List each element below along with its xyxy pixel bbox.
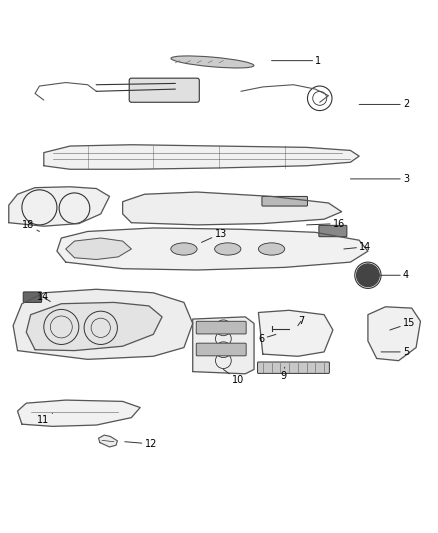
Text: 14: 14 <box>344 242 371 252</box>
Polygon shape <box>26 302 162 351</box>
Ellipse shape <box>215 243 241 255</box>
Polygon shape <box>258 310 333 356</box>
Circle shape <box>357 264 379 287</box>
Polygon shape <box>18 400 140 426</box>
Text: 15: 15 <box>390 318 415 330</box>
Text: 9: 9 <box>280 367 286 381</box>
Ellipse shape <box>258 243 285 255</box>
Text: 2: 2 <box>359 100 409 109</box>
Text: 11: 11 <box>37 413 53 425</box>
Polygon shape <box>123 192 342 225</box>
Text: 18: 18 <box>22 220 39 231</box>
Text: 14: 14 <box>37 292 50 302</box>
Text: 4: 4 <box>364 270 409 280</box>
Polygon shape <box>99 435 117 447</box>
Text: 1: 1 <box>272 55 321 66</box>
FancyBboxPatch shape <box>129 78 199 102</box>
FancyBboxPatch shape <box>23 292 42 302</box>
FancyBboxPatch shape <box>319 225 347 237</box>
Text: 6: 6 <box>258 334 276 344</box>
Polygon shape <box>193 317 254 374</box>
Ellipse shape <box>171 56 254 68</box>
Ellipse shape <box>171 243 197 255</box>
Polygon shape <box>9 187 110 226</box>
Text: 16: 16 <box>307 219 345 229</box>
FancyBboxPatch shape <box>262 197 307 206</box>
Text: 7: 7 <box>298 316 304 326</box>
FancyBboxPatch shape <box>196 321 246 334</box>
Text: 10: 10 <box>223 369 244 385</box>
Polygon shape <box>44 145 359 169</box>
Text: 12: 12 <box>125 439 157 449</box>
Polygon shape <box>57 228 368 270</box>
Text: 3: 3 <box>350 174 409 184</box>
FancyBboxPatch shape <box>258 362 329 374</box>
Text: 13: 13 <box>201 229 227 243</box>
Polygon shape <box>368 307 420 361</box>
Polygon shape <box>66 238 131 260</box>
Polygon shape <box>13 289 193 359</box>
Text: 5: 5 <box>381 347 409 357</box>
FancyBboxPatch shape <box>196 343 246 356</box>
